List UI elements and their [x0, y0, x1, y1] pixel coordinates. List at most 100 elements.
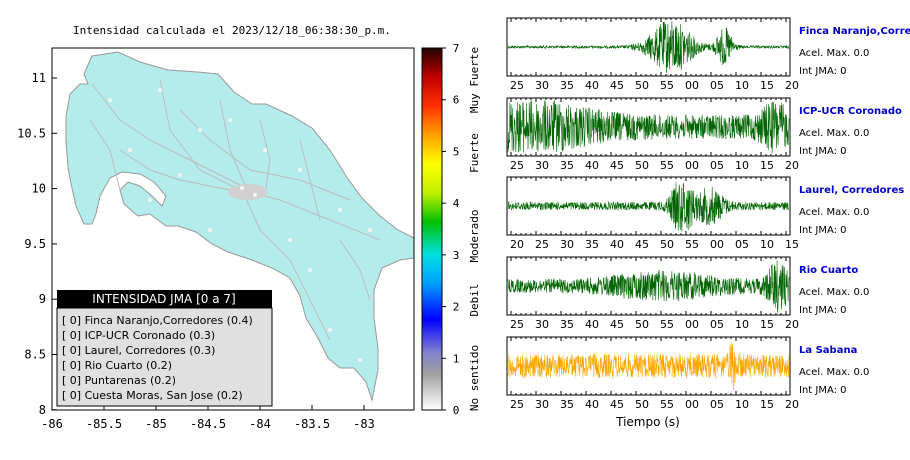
station-max-accel: Acel. Max. 0.0: [799, 207, 869, 218]
map-y-tick-label: 9.5: [24, 237, 46, 251]
colorbar-label-debil: Debil: [468, 283, 481, 316]
map-x-tick-label: -86: [41, 417, 63, 431]
waveform-tick-label: 30: [535, 398, 549, 411]
map-y-axis: 11 10.5 10 9.5 9 8.5 8: [17, 71, 57, 417]
waveform-tick-label: 55: [660, 398, 674, 411]
colorbar-label-fuerte: Fuerte: [468, 133, 481, 173]
legend-item: [ 0] Cuesta Moras, San Jose (0.2): [62, 389, 243, 402]
waveform-xlabel: Tiempo (s): [615, 415, 680, 429]
legend-item: [ 0] Rio Cuarto (0.2): [62, 359, 172, 372]
station-jma-intensity: Int JMA: 0: [799, 305, 847, 316]
colorbar-tick-label: 6: [453, 94, 460, 107]
colorbar-tick-label: 5: [453, 145, 460, 158]
waveform-tick-label: 20: [785, 398, 799, 411]
colorbar-tick-label: 3: [453, 249, 460, 262]
waveform-tick-label: 25: [510, 79, 524, 92]
waveform-tick-label: 00: [685, 398, 699, 411]
legend-item: [ 0] Finca Naranjo,Corredores (0.4): [62, 314, 253, 327]
waveform-tick-label: 35: [560, 398, 574, 411]
map-x-tick-label: -85.5: [86, 417, 122, 431]
waveform-tick-label: 10: [735, 398, 749, 411]
colorbar-gradient: [421, 47, 443, 411]
waveform-tick-label: 30: [535, 79, 549, 92]
waveform-tick-label: 45: [610, 159, 624, 172]
waveform-panel: 20 25 30 35 40 45 50 55 00 05 10 15 Laurel, Corredor…: [506, 176, 904, 251]
waveform-tick-label: 30: [535, 318, 549, 331]
waveform-trace: [507, 260, 790, 313]
waveform-tick-label: 55: [685, 238, 699, 251]
waveform-panel: 25 30 35 40 45 50 55 00 05 10 15 20 ICP-UCR Coronado…: [506, 97, 902, 172]
waveform-tick-label: 20: [785, 79, 799, 92]
waveform-tick-label: 05: [735, 238, 749, 251]
waveform-tick-label: 20: [785, 159, 799, 172]
waveform-panel: 25 30 35 40 45 50 55 00 05 10 15 20 Rio Cuarto Acel. …: [506, 256, 869, 331]
colorbar-tick-label: 4: [453, 197, 460, 210]
map-x-tick-label: -84: [249, 417, 271, 431]
station-name: Laurel, Corredores: [799, 185, 904, 196]
costa-rica-landmass: [65, 51, 414, 402]
intensity-colorbar: 7 6 5 4 3 2 1 0 Muy Fuerte Fuerte Moderado Debi…: [421, 42, 481, 417]
legend-title: INTENSIDAD JMA [0 a 7]: [92, 292, 235, 306]
waveform-tick-label: 05: [710, 159, 724, 172]
map-x-tick-label: -83.5: [294, 417, 330, 431]
station-name: Finca Naranjo,Corredores: [799, 26, 910, 37]
map-y-tick-label: 11: [32, 71, 46, 85]
waveform-tick-label: 25: [510, 318, 524, 331]
map-y-tick-label: 10.5: [17, 126, 46, 140]
station-jma-intensity: Int JMA: 0: [799, 225, 847, 236]
colorbar-tick-label: 7: [453, 42, 460, 55]
waveform-tick-label: 50: [635, 79, 649, 92]
map-panel: -86 -85.5 -85 -84.5 -84 -83.5 -83 11 10.5 10 9.5 9…: [17, 47, 415, 431]
waveform-tick-label: 30: [560, 238, 574, 251]
intensity-legend: INTENSIDAD JMA [0 a 7] [ 0] Finca Naranj…: [56, 290, 273, 407]
waveform-panels: 25 30 35 40 45 50 55 00 05 10 15 20 Finca Naranjo,Co…: [506, 17, 910, 411]
waveform-tick-label: 10: [760, 238, 774, 251]
waveform-tick-label: 15: [760, 398, 774, 411]
waveform-tick-label: 15: [760, 159, 774, 172]
waveform-tick-label: 15: [785, 238, 799, 251]
waveform-tick-label: 35: [560, 79, 574, 92]
colorbar-label-no-sentido: No sentido: [468, 345, 481, 411]
map-x-tick-label: -85: [145, 417, 167, 431]
waveform-tick-label: 25: [510, 159, 524, 172]
waveform-tick-label: 05: [710, 79, 724, 92]
map-y-tick-label: 8: [39, 403, 46, 417]
waveform-tick-label: 00: [685, 159, 699, 172]
waveform-tick-label: 10: [735, 318, 749, 331]
waveform-tick-label: 00: [685, 318, 699, 331]
legend-item: [ 0] ICP-UCR Coronado (0.3): [62, 329, 215, 342]
map-x-tick-label: -84.5: [190, 417, 226, 431]
waveform-trace: [507, 182, 790, 232]
waveform-tick-label: 40: [585, 318, 599, 331]
waveform-tick-label: 45: [635, 238, 649, 251]
legend-item: [ 0] Puntarenas (0.2): [62, 374, 176, 387]
map-y-tick-label: 8.5: [24, 348, 46, 362]
waveform-tick-label: 45: [610, 79, 624, 92]
waveform-tick-label: 40: [585, 159, 599, 172]
waveform-tick-label: 50: [635, 318, 649, 331]
waveform-tick-label: 40: [585, 398, 599, 411]
colorbar-ticks: 7 6 5 4 3 2 1 0: [442, 42, 460, 417]
waveform-tick-label: 00: [685, 79, 699, 92]
waveform-tick-label: 55: [660, 318, 674, 331]
legend-header: [57, 290, 272, 308]
waveform-tick-label: 20: [785, 318, 799, 331]
legend-body: [56, 307, 273, 407]
waveform-tick-label: 50: [635, 159, 649, 172]
waveform-tick-label: 50: [660, 238, 674, 251]
station-jma-intensity: Int JMA: 0: [799, 146, 847, 157]
urban-area: [228, 184, 268, 200]
waveform-tick-label: 15: [760, 318, 774, 331]
map-x-tick-label: -83: [353, 417, 375, 431]
waveform-trace: [507, 342, 790, 390]
waveform-tick-label: 50: [635, 398, 649, 411]
map-frame: [51, 47, 415, 411]
map-x-axis: -86 -85.5 -85 -84.5 -84 -83.5 -83: [41, 405, 375, 431]
colorbar-tick-label: 0: [453, 404, 460, 417]
waveform-tick-label: 45: [610, 318, 624, 331]
waveform-tick-label: 25: [510, 398, 524, 411]
colorbar-tick-label: 1: [453, 352, 460, 365]
waveform-tick-label: 10: [735, 79, 749, 92]
waveform-tick-label: 55: [660, 159, 674, 172]
waveform-tick-label: 05: [710, 398, 724, 411]
